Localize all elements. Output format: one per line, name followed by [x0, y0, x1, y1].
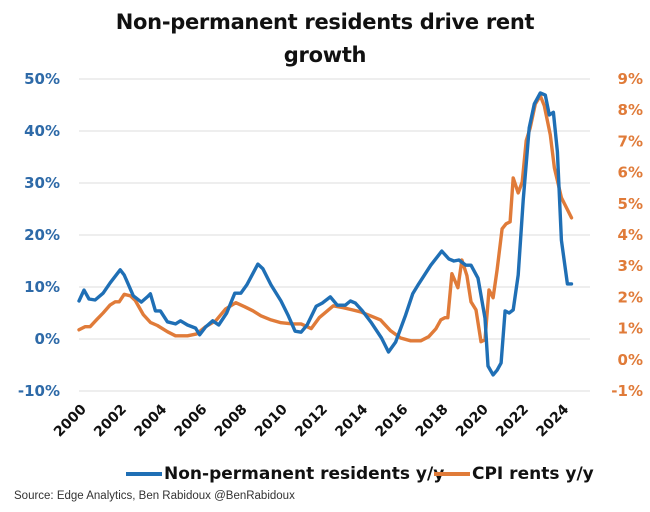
right-tick-label: 2%	[618, 288, 643, 306]
left-axis-ticks: 50% 40% 30% 20% 10% 0% -10%	[18, 70, 60, 400]
x-tick-label: 2024	[533, 401, 572, 440]
left-tick-label: 20%	[24, 226, 60, 244]
x-tick-label: 2014	[332, 401, 371, 440]
right-tick-label: 4%	[618, 226, 643, 244]
x-tick-label: 2002	[91, 402, 130, 441]
left-tick-label: 30%	[24, 174, 60, 192]
left-tick-label: 0%	[35, 330, 60, 348]
right-tick-label: 5%	[618, 195, 643, 213]
x-tick-label: 2004	[131, 401, 170, 440]
series-layer	[77, 91, 574, 377]
right-axis-ticks: 9% 8% 7% 6% 5% 4% 3% 2% 1% 0% -1%	[611, 70, 643, 400]
legend-item-non-permanent-residents[interactable]: Non-permanent residents y/y	[126, 464, 444, 484]
x-tick-label: 2012	[292, 402, 331, 441]
x-tick-label: 2016	[373, 402, 412, 441]
right-tick-label: 8%	[618, 101, 643, 119]
source-note: Source: Edge Analytics, Ben Rabidoux @Be…	[14, 490, 295, 502]
right-tick-label: 0%	[618, 351, 643, 369]
right-tick-label: 9%	[618, 70, 643, 88]
left-tick-label: -10%	[18, 382, 60, 400]
legend-item-cpi-rents[interactable]: CPI rents y/y	[434, 464, 594, 484]
x-tick-label: 2022	[493, 402, 532, 441]
right-tick-label: 7%	[618, 132, 643, 150]
chart-title-line-2: growth	[283, 43, 367, 67]
left-tick-label: 10%	[24, 278, 60, 296]
x-tick-label: 2018	[413, 402, 452, 441]
legend: Non-permanent residents y/y CPI rents y/…	[0, 464, 650, 488]
x-axis-ticks: 2000 2002 2004 2006 2008 2010 2012 2014 2016 2018…	[51, 401, 572, 440]
series-line-non-permanent-residents	[77, 91, 574, 377]
x-tick-label: 2010	[252, 401, 291, 440]
right-tick-label: 6%	[618, 164, 643, 182]
x-tick-label: 2020	[453, 401, 492, 440]
gridlines	[79, 78, 590, 392]
left-tick-label: 40%	[24, 122, 60, 140]
legend-swatch-orange	[434, 472, 470, 476]
chart-title: Non-permanent residents drive rent growt…	[0, 6, 650, 72]
legend-swatch-blue	[126, 472, 162, 476]
series-line-cpi-rents	[77, 94, 574, 344]
legend-label: Non-permanent residents y/y	[164, 464, 445, 484]
chart-title-line-1: Non-permanent residents drive rent	[115, 10, 535, 34]
right-tick-label: 3%	[618, 257, 643, 275]
left-tick-label: 50%	[24, 70, 60, 88]
right-tick-label: -1%	[611, 382, 643, 400]
x-tick-label: 2000	[51, 401, 90, 440]
x-tick-label: 2006	[172, 402, 211, 441]
right-tick-label: 1%	[618, 320, 643, 338]
legend-label: CPI rents y/y	[472, 464, 594, 484]
x-tick-label: 2008	[212, 402, 251, 441]
